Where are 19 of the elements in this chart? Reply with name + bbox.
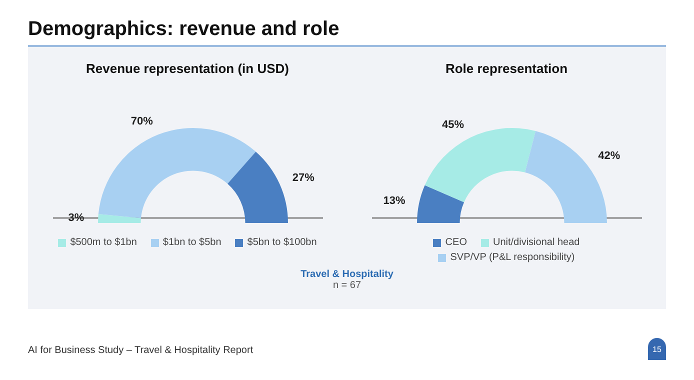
text: AI for Business Study – Travel & Hospitality Report [28, 345, 254, 356]
data-label: 27% [292, 172, 314, 184]
text: n = 67 [332, 280, 362, 291]
chart-title: Role representation [445, 61, 568, 76]
text: Travel & Hospitality [300, 269, 394, 280]
chart-title: Revenue representation (in USD) [86, 61, 289, 76]
data-label: 70% [130, 116, 153, 128]
legend-label: $500m to $1bn [69, 237, 137, 248]
legend-label: $1bn to $5bn [162, 237, 222, 248]
data-label: 3% [68, 212, 84, 224]
text: 15 [648, 338, 666, 360]
legend-label: $5bn to $100bn [246, 237, 317, 248]
legend-label: SVP/VP (P&L responsibility) [449, 252, 575, 263]
legend-label: Unit/divisional head [492, 237, 580, 248]
data-label: 13% [382, 194, 405, 207]
legend-label: CEO [444, 237, 467, 248]
data-label: 45% [442, 119, 464, 132]
data-label: 42% [598, 150, 620, 162]
text: Demographics: revenue and role [27, 17, 340, 42]
